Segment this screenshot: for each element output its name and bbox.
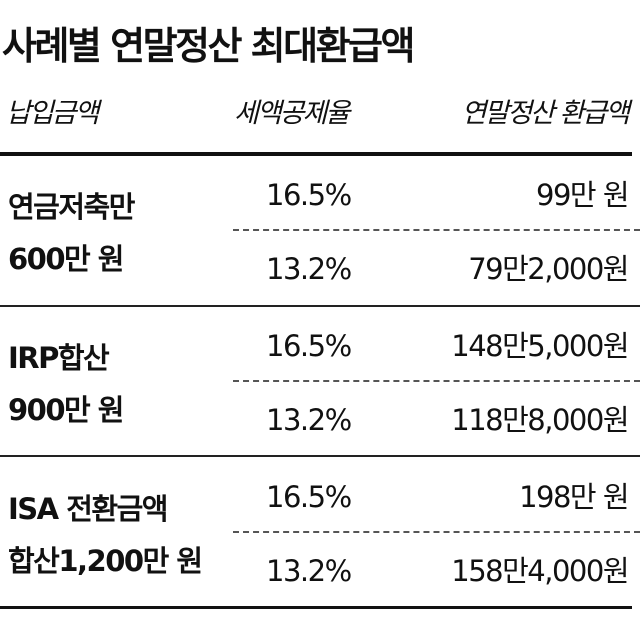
row-divider-dashed (233, 380, 640, 382)
column-header-rate: 세액공제율 (234, 98, 350, 129)
table-group: IRP합산 900만 원 16.5% 148만5,000원 13.2% 118만… (0, 306, 640, 456)
header-divider (0, 152, 632, 156)
rate-cell: 16.5% (266, 480, 352, 514)
table-group: 연금저축만 600만 원 16.5% 99만 원 13.2% 79만2,000원 (0, 155, 640, 305)
group-label: 연금저축만 600만 원 (8, 181, 135, 285)
row-divider-dashed (233, 229, 640, 231)
refund-cell: 79만2,000원 (468, 252, 629, 286)
rate-cell: 13.2% (266, 252, 352, 286)
rate-cell: 16.5% (266, 329, 352, 363)
column-header-refund: 연말정산 환급액 (461, 98, 630, 129)
table-bottom-rule (0, 606, 632, 609)
refund-cell: 118만8,000원 (451, 403, 629, 437)
group-label-line2: 합산1,200만 원 (8, 544, 203, 578)
group-label-line2: 600만 원 (8, 242, 124, 276)
table-group: ISA 전환금액 합산1,200만 원 16.5% 198만 원 13.2% 1… (0, 457, 640, 607)
group-label-line1: 연금저축만 (8, 190, 135, 224)
row-divider-dashed (233, 531, 640, 533)
rate-cell: 13.2% (266, 554, 352, 588)
refund-cell: 158만4,000원 (451, 554, 629, 588)
refund-cell: 198만 원 (519, 480, 629, 514)
group-divider (0, 305, 640, 307)
page-title: 사례별 연말정산 최대환급액 (2, 24, 415, 68)
refund-cell: 99만 원 (536, 178, 629, 212)
group-label: ISA 전환금액 합산1,200만 원 (8, 483, 203, 587)
group-label-line1: ISA 전환금액 (8, 492, 168, 526)
column-header-payment: 납입금액 (6, 98, 99, 129)
rate-cell: 16.5% (266, 178, 352, 212)
group-divider (0, 455, 640, 457)
rate-cell: 13.2% (266, 403, 352, 437)
group-label-line1: IRP합산 (8, 341, 110, 375)
group-label-line2: 900만 원 (8, 393, 125, 427)
refund-cell: 148만5,000원 (451, 329, 629, 363)
group-label: IRP합산 900만 원 (8, 332, 125, 436)
